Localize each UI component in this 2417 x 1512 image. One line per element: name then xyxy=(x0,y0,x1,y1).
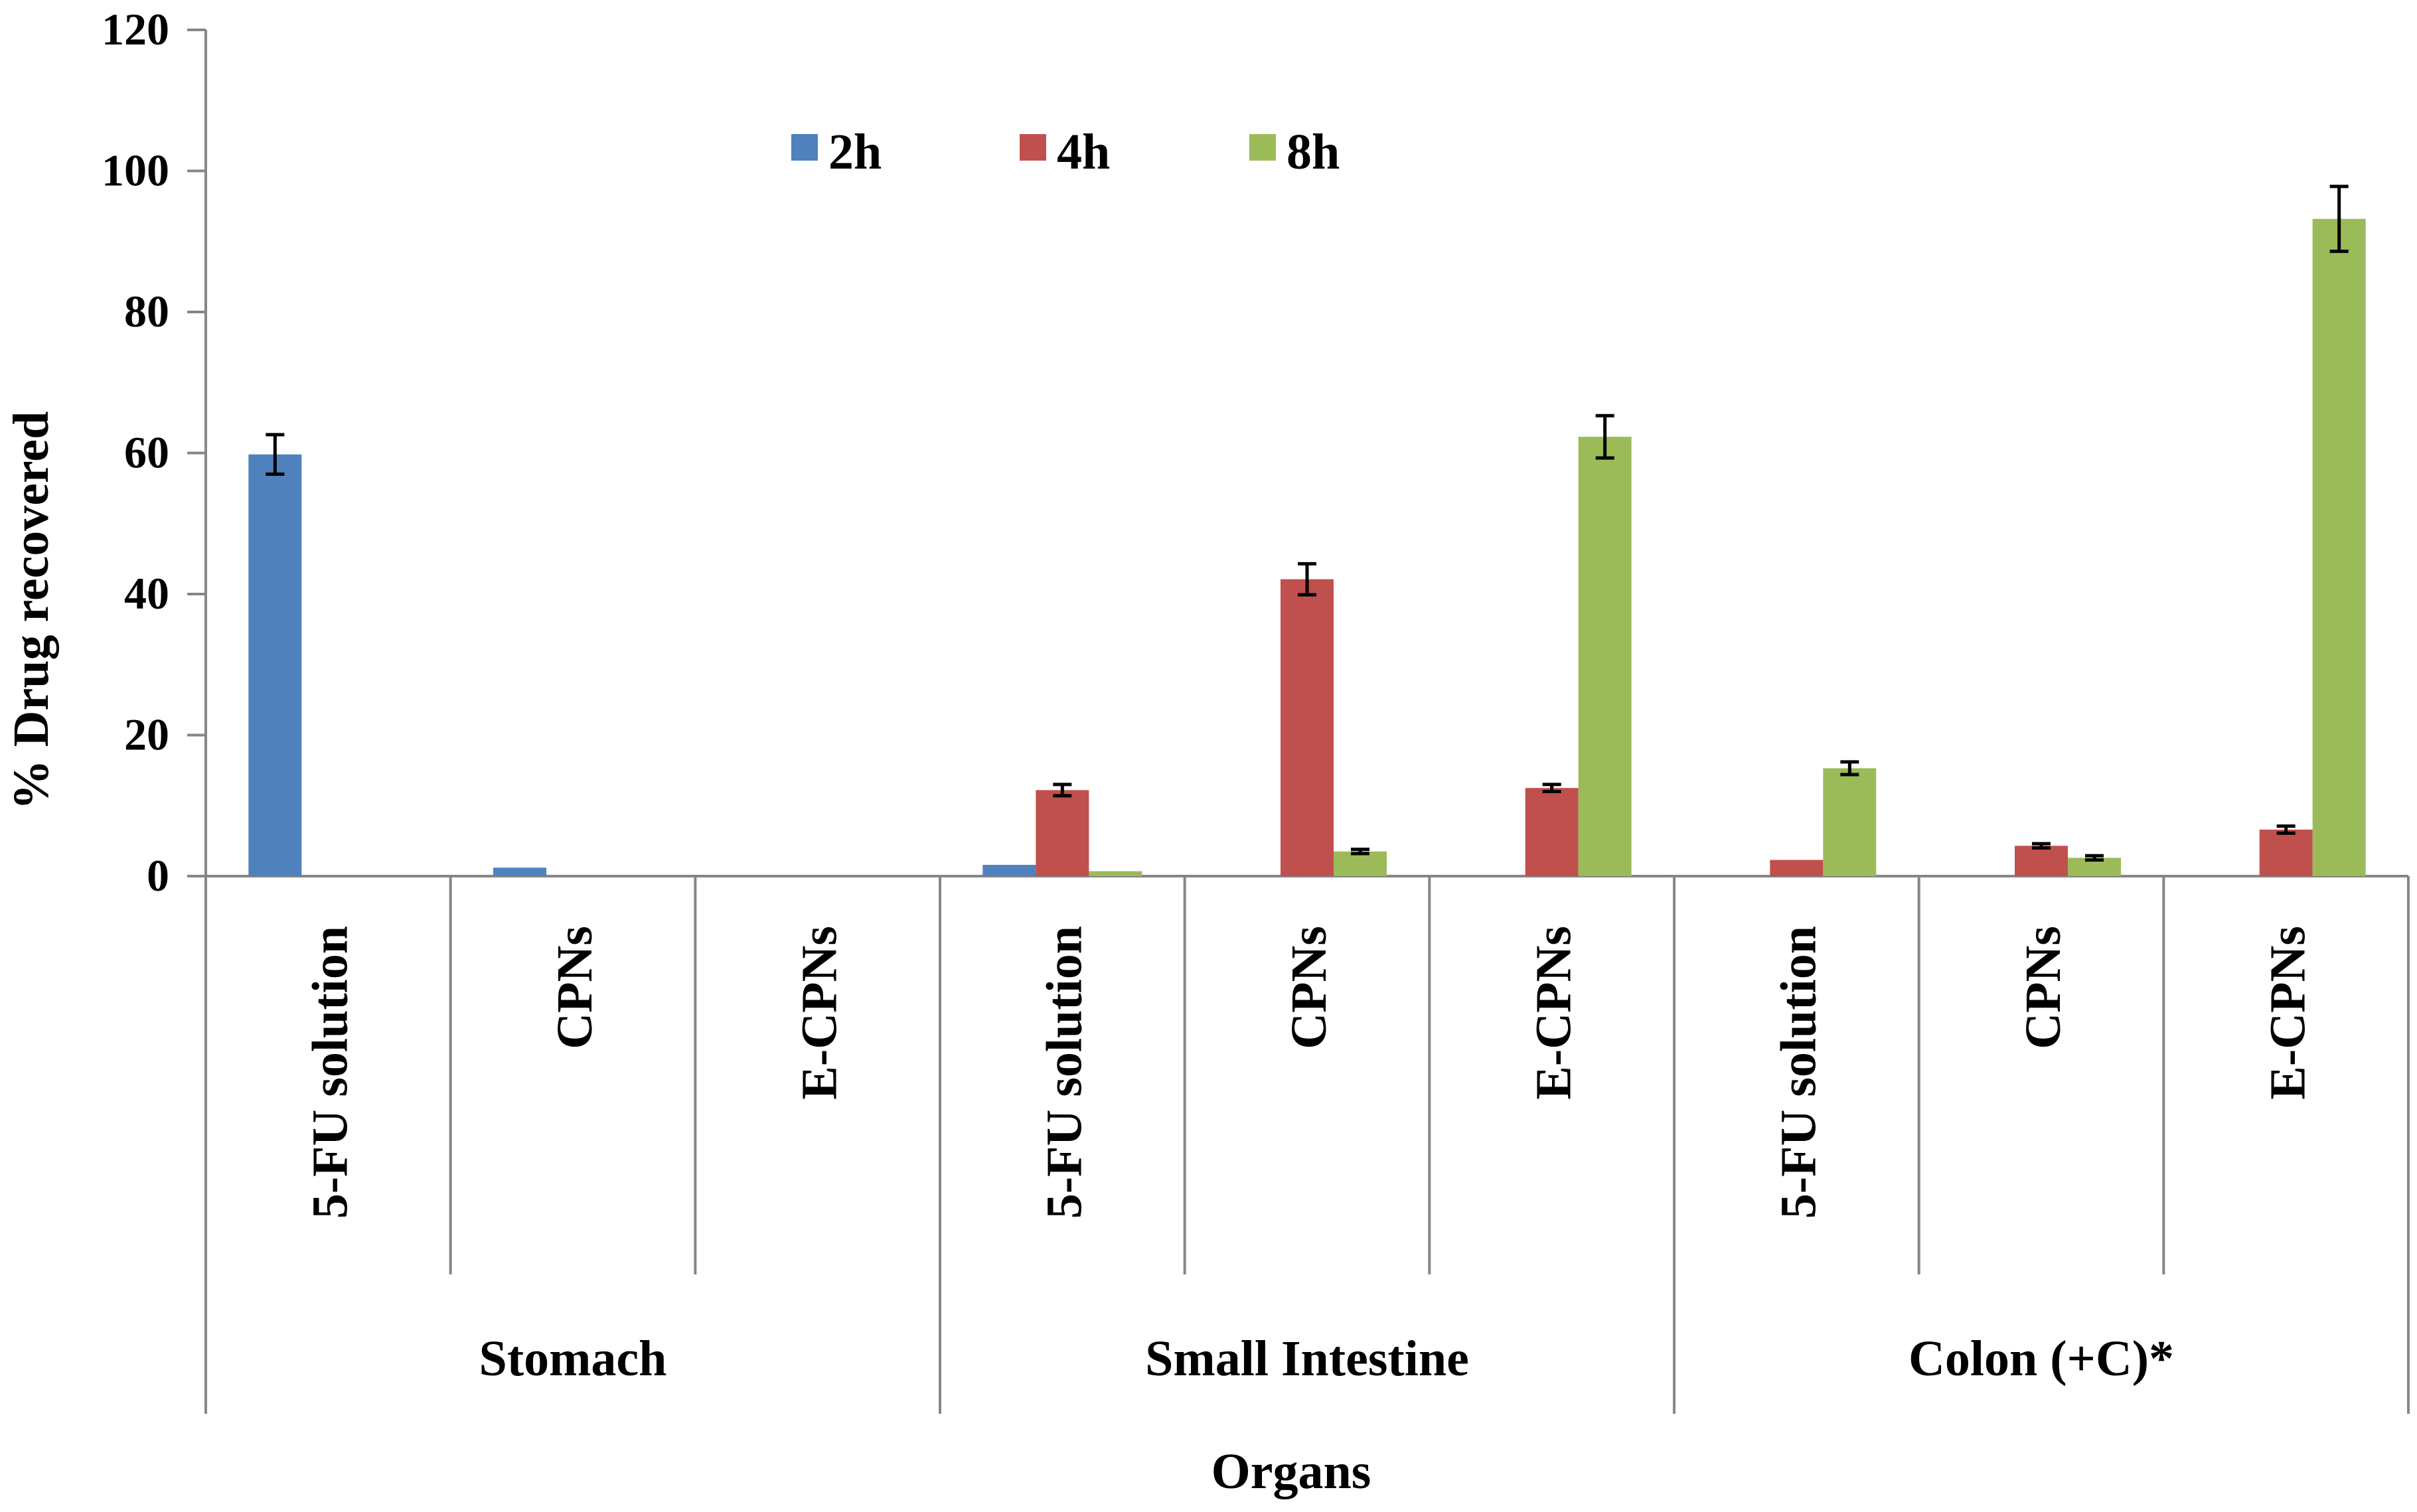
error-bars xyxy=(266,185,2349,862)
bar-4h-7 xyxy=(1770,860,1824,876)
legend-item-8h: 8h xyxy=(1249,124,1340,180)
error-bar-4h-6 xyxy=(1542,783,1561,793)
y-tick-label: 20 xyxy=(124,710,169,760)
category-label: 5-FU solution xyxy=(1770,926,1826,1219)
bar-4h-8 xyxy=(2015,846,2068,876)
error-bar-4h-5 xyxy=(1298,562,1316,597)
category-label: CPNs xyxy=(1281,926,1337,1049)
legend-label: 4h xyxy=(1057,124,1110,180)
bar-8h-9 xyxy=(2312,218,2366,876)
error-bar-4h-9 xyxy=(2276,824,2296,835)
legend-label: 2h xyxy=(828,124,882,180)
y-tick-label: 60 xyxy=(124,427,169,478)
category-label: E-CPNs xyxy=(1526,926,1582,1100)
y-tick-label: 80 xyxy=(124,286,169,337)
bar-8h-7 xyxy=(1823,768,1877,876)
y-tick-label: 0 xyxy=(147,850,169,901)
y-tick-label: 100 xyxy=(102,145,169,196)
error-bar-8h-7 xyxy=(1840,760,1859,777)
group-label: Stomach xyxy=(479,1331,667,1387)
legend-item-4h: 4h xyxy=(1020,124,1110,180)
bar-4h-6 xyxy=(1525,788,1579,876)
legend-item-2h: 2h xyxy=(791,124,882,180)
category-labels: 5-FU solution CPNs E-CPNs 5-FU solution CPNs… xyxy=(302,926,2315,1219)
category-label: 5-FU solution xyxy=(302,926,358,1219)
error-bar-8h-9 xyxy=(2329,185,2349,254)
bar-4h-9 xyxy=(2259,829,2313,876)
category-label: E-CPNs xyxy=(2260,926,2316,1100)
error-bar-8h-5 xyxy=(1351,848,1369,856)
error-bar-4h-8 xyxy=(2032,842,2051,850)
legend-swatch xyxy=(1249,134,1276,161)
error-bar-4h-4 xyxy=(1053,783,1072,798)
bar-4h-4 xyxy=(1036,790,1089,876)
category-label: 5-FU solution xyxy=(1036,926,1092,1219)
x-axis-title: Organs xyxy=(1211,1444,1371,1499)
category-label: CPNs xyxy=(2015,926,2071,1049)
error-bar-8h-8 xyxy=(2085,854,2104,862)
bar-2h-2 xyxy=(493,868,546,876)
y-tick-label: 40 xyxy=(124,568,169,619)
bar-4h-5 xyxy=(1281,579,1334,876)
category-label: E-CPNs xyxy=(792,926,848,1100)
legend: 2h 4h 8h xyxy=(791,124,1340,180)
y-tick-labels: 0 20 40 60 80 100 120 xyxy=(102,4,206,901)
group-labels: Stomach Small Intestine Colon (+C)* xyxy=(479,1331,2174,1387)
error-bar-2h-1 xyxy=(266,433,285,476)
y-axis-title: % Drug recovered xyxy=(3,412,59,810)
bar-8h-4 xyxy=(1089,871,1142,876)
bar-8h-5 xyxy=(1334,851,1387,876)
group-label: Small Intestine xyxy=(1145,1331,1469,1387)
bars xyxy=(248,218,2366,876)
bar-2h-4 xyxy=(982,865,1036,876)
bar-2h-1 xyxy=(248,454,302,876)
legend-swatch xyxy=(1020,134,1046,161)
y-tick-label: 120 xyxy=(102,4,169,54)
group-label: Colon (+C)* xyxy=(1909,1331,2174,1387)
legend-swatch xyxy=(791,134,818,161)
category-label: CPNs xyxy=(547,926,603,1049)
bar-8h-6 xyxy=(1578,437,1632,876)
error-bar-8h-6 xyxy=(1595,414,1614,460)
legend-label: 8h xyxy=(1286,124,1340,180)
